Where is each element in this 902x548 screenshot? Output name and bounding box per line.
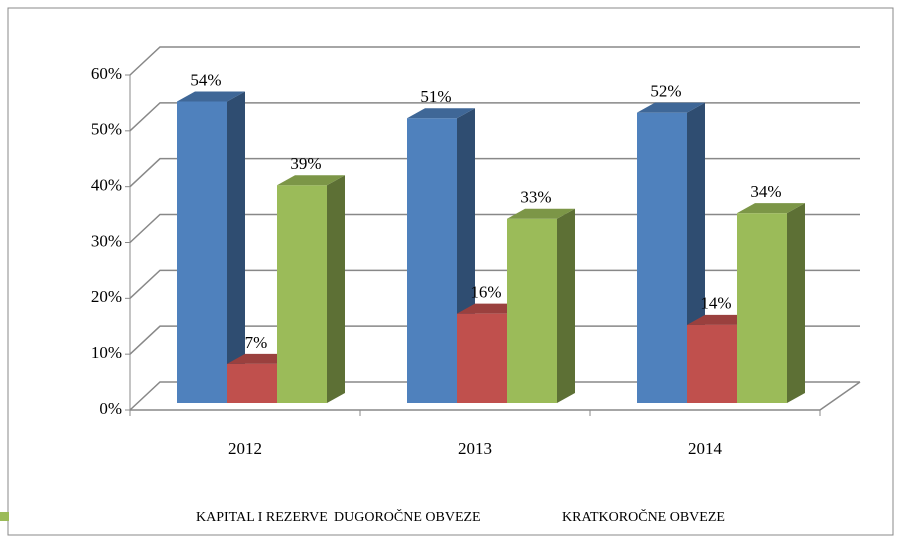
value-label: 39%	[290, 154, 321, 173]
bar-face	[637, 112, 687, 404]
legend-swatch	[0, 512, 9, 521]
grid-line	[129, 157, 860, 188]
bar-face	[557, 208, 575, 403]
value-label: 16%	[470, 283, 501, 302]
x-tick-label: 2013	[458, 439, 492, 458]
bar-face	[277, 175, 345, 186]
value-label: 52%	[650, 82, 681, 101]
grid-line	[129, 46, 860, 76]
bar-face	[407, 118, 457, 403]
bar-face	[177, 91, 245, 102]
legend-label: KAPITAL I REZERVE	[196, 510, 328, 525]
value-label: 54%	[190, 70, 221, 89]
grid-line	[129, 269, 860, 299]
bar-face	[637, 102, 705, 113]
bar-face	[507, 208, 575, 219]
bar-face	[177, 101, 227, 403]
bar-face	[457, 313, 507, 403]
grid-line	[129, 381, 860, 411]
y-tick-label: 60%	[91, 64, 122, 83]
bar-face	[687, 324, 737, 403]
bar	[277, 175, 345, 403]
y-tick-label: 50%	[91, 120, 122, 139]
value-label: 51%	[420, 87, 451, 106]
x-tick-label: 2012	[228, 439, 262, 458]
bar-face	[407, 108, 475, 119]
bar	[507, 208, 575, 403]
y-tick-label: 30%	[91, 231, 122, 250]
value-label: 33%	[520, 188, 551, 207]
legend-label: KRATKOROČNE OBVEZE	[562, 508, 725, 525]
bar-face	[327, 175, 345, 403]
bar-face	[787, 203, 805, 403]
value-label: 14%	[700, 294, 731, 313]
grid-line	[129, 325, 860, 355]
bar-face	[507, 218, 557, 403]
bar-face	[737, 213, 787, 403]
value-label: 7%	[245, 333, 268, 352]
bar-face	[737, 203, 805, 214]
bar	[177, 91, 245, 403]
y-tick-label: 0%	[99, 399, 122, 418]
bar	[737, 203, 805, 403]
grid-line	[129, 213, 860, 244]
bar-face	[227, 363, 277, 403]
legend-label: DUGOROČNE OBVEZE	[334, 508, 481, 525]
value-label: 34%	[750, 182, 781, 201]
bar-face	[277, 185, 327, 403]
y-tick-label: 20%	[91, 287, 122, 306]
y-tick-label: 10%	[91, 343, 122, 362]
bar-face	[227, 91, 245, 403]
x-tick-label: 2014	[688, 439, 723, 458]
y-tick-label: 40%	[91, 176, 122, 195]
grid-line	[129, 102, 860, 132]
